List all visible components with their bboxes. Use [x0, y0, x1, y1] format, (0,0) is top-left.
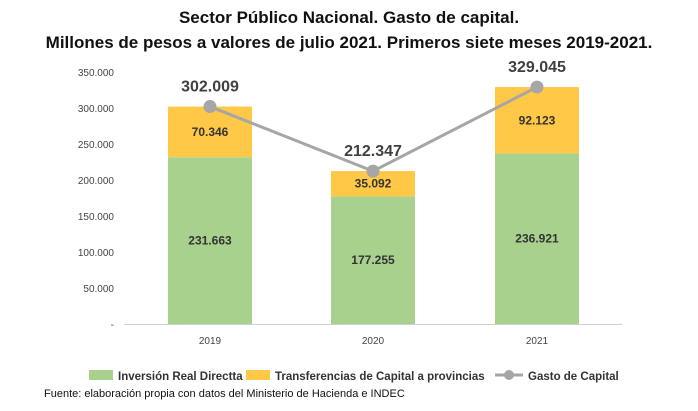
bar-inversion-real-directa — [495, 153, 579, 324]
y-tick-label: 150.000 — [78, 212, 115, 223]
y-tick-label: - — [111, 320, 114, 331]
legend-label-transferencias: Transferencias de Capital a provincias — [275, 371, 485, 383]
bar-value-label: 236.921 — [515, 232, 559, 246]
x-tick-label: 2021 — [526, 336, 549, 347]
total-value-label: 302.009 — [181, 79, 239, 96]
chart-title-line2: Millones de pesos a valores de julio 202… — [45, 33, 653, 52]
total-value-label: 212.347 — [344, 143, 402, 160]
legend-label-gasto: Gasto de Capital — [528, 371, 619, 383]
bar-inversion-real-directa — [331, 196, 415, 324]
bar-inversion-real-directa — [168, 157, 252, 324]
bar-transferencias-capital — [168, 106, 252, 158]
bar-value-label: 70.346 — [192, 125, 229, 139]
y-tick-label: 200.000 — [78, 176, 115, 187]
legend-swatch-transferencias — [246, 370, 270, 380]
point-gasto-de-capital — [203, 100, 217, 114]
y-tick-label: 100.000 — [78, 248, 115, 259]
legend-label-inversion: Inversión Real Directta — [118, 371, 243, 383]
total-value-label: 329.045 — [508, 59, 566, 76]
y-tick-label: 350.000 — [78, 68, 115, 79]
bar-transferencias-capital — [495, 87, 579, 154]
chart-title-line1: Sector Público Nacional. Gasto de capita… — [178, 8, 520, 27]
legend-marker-gasto — [504, 370, 514, 380]
y-tick-label: 250.000 — [78, 140, 115, 151]
source-note: Fuente: elaboración propia con datos del… — [44, 388, 405, 400]
y-tick-label: 300.000 — [78, 104, 115, 115]
legend-swatch-inversion — [89, 370, 113, 380]
y-tick-label: 50.000 — [83, 284, 114, 295]
bar-value-label: 92.123 — [519, 113, 556, 127]
point-gasto-de-capital — [366, 164, 380, 178]
x-tick-label: 2019 — [199, 336, 222, 347]
bar-value-label: 177.255 — [351, 253, 395, 267]
point-gasto-de-capital — [530, 80, 544, 94]
bar-value-label: 231.663 — [188, 234, 232, 248]
bar-value-label: 35.092 — [355, 177, 392, 191]
x-tick-label: 2020 — [362, 336, 385, 347]
